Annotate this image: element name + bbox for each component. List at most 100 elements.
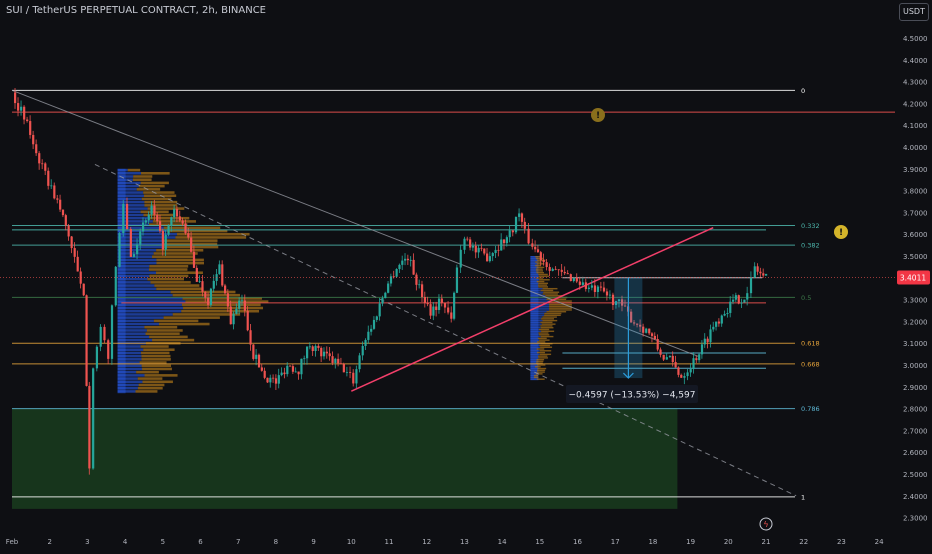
candle-body (548, 267, 551, 271)
volume-profile-bar (530, 282, 539, 285)
volume-profile-bar (117, 361, 140, 364)
volume-profile-bar (530, 327, 541, 329)
volume-profile-bar (117, 377, 138, 380)
volume-profile-bar (530, 373, 536, 375)
price-tick: 2.6000 (903, 449, 928, 457)
volume-profile-bar (117, 213, 144, 217)
volume-profile-bar (530, 364, 538, 366)
volume-profile-bar (530, 284, 538, 286)
volume-profile-bar (530, 295, 546, 297)
volume-profile-bar (530, 334, 539, 336)
candle-body (132, 254, 136, 257)
volume-profile-bar (143, 213, 176, 217)
candle-body (668, 355, 672, 358)
volume-profile-bar (530, 355, 539, 357)
candle-body (624, 305, 627, 307)
volume-profile-bar (540, 346, 553, 348)
volume-profile-bar (530, 374, 534, 377)
candle-body (289, 365, 292, 367)
time-tick: 6 (198, 538, 203, 546)
price-tick: 2.4000 (903, 493, 928, 501)
volume-profile-bar (530, 330, 542, 332)
price-tick: 4.5000 (903, 35, 928, 43)
trendline (94, 163, 797, 497)
volume-profile-bar (162, 239, 218, 242)
volume-profile-bar (530, 357, 539, 359)
volume-profile-bar (117, 348, 144, 351)
candle-body (395, 269, 398, 277)
currency-button[interactable]: USDT (899, 3, 929, 21)
candle-body (440, 298, 443, 303)
candle-body (617, 299, 621, 302)
candle-body (435, 306, 438, 311)
candle-body (518, 213, 521, 217)
candle-body (192, 251, 196, 268)
volume-profile-bar (530, 351, 537, 354)
candle-body (759, 271, 762, 274)
candle-body (370, 328, 373, 332)
candle-body (554, 268, 557, 270)
candle-body (322, 351, 326, 357)
candle-body (358, 355, 361, 370)
volume-profile-bar (549, 305, 572, 308)
candle-body (593, 285, 597, 292)
candle-body (224, 285, 227, 294)
candle-body (246, 310, 249, 331)
candle-body (557, 269, 560, 271)
volume-profile-bar (538, 328, 550, 331)
candle-body (491, 253, 494, 257)
candle-body (620, 299, 624, 306)
volume-profile-bar (137, 386, 163, 390)
candle-body (61, 209, 65, 216)
volume-profile-bar (537, 259, 546, 261)
candle-body (572, 277, 575, 282)
volume-profile-bar (530, 264, 536, 267)
volume-profile-bar (117, 268, 150, 271)
candle-body (226, 293, 230, 307)
volume-profile-bar (117, 303, 182, 307)
candle-body (175, 209, 179, 217)
volume-profile-bar (117, 364, 142, 368)
candle-body (53, 185, 56, 199)
fib-label: 0.5 (801, 294, 811, 302)
volume-profile-bar (142, 380, 173, 384)
candle-body (375, 316, 378, 320)
volume-profile-bar (144, 325, 178, 329)
time-tick: 14 (498, 538, 507, 546)
candle-body (291, 366, 295, 372)
volume-profile-bar (140, 351, 170, 355)
chart-title: SUI / TetherUS PERPETUAL CONTRACT, 2h, B… (6, 5, 267, 16)
candle-body (325, 351, 328, 354)
candle-body (729, 301, 732, 313)
volume-profile-bar (530, 279, 540, 281)
candle-body (29, 121, 32, 135)
volume-profile-bar (117, 293, 173, 297)
candle-body (418, 284, 421, 286)
volume-profile-bar (117, 191, 144, 194)
measure-label-box (566, 385, 698, 403)
volume-profile-bar (153, 319, 199, 323)
time-tick: 15 (535, 538, 544, 546)
candle-body (505, 237, 509, 244)
candle-body (294, 371, 297, 373)
candle-body (85, 295, 88, 386)
candle-body (389, 276, 393, 284)
alert-icon (834, 225, 848, 239)
volume-profile-bar (530, 323, 542, 325)
volume-profile-bar (117, 271, 156, 275)
candle-body (749, 277, 753, 294)
time-tick: 4 (123, 538, 128, 546)
volume-profile-bar (117, 274, 150, 278)
volume-profile-bar (541, 318, 555, 320)
candle-body (50, 185, 53, 187)
volume-profile-bar (149, 274, 189, 278)
volume-profile-bar (151, 255, 195, 258)
time-tick: 2 (47, 538, 51, 546)
candle-body (300, 358, 303, 375)
time-tick: 10 (347, 538, 356, 546)
volume-profile-bar (170, 290, 236, 294)
volume-profile-bar (183, 306, 264, 310)
candle-body (656, 338, 659, 350)
